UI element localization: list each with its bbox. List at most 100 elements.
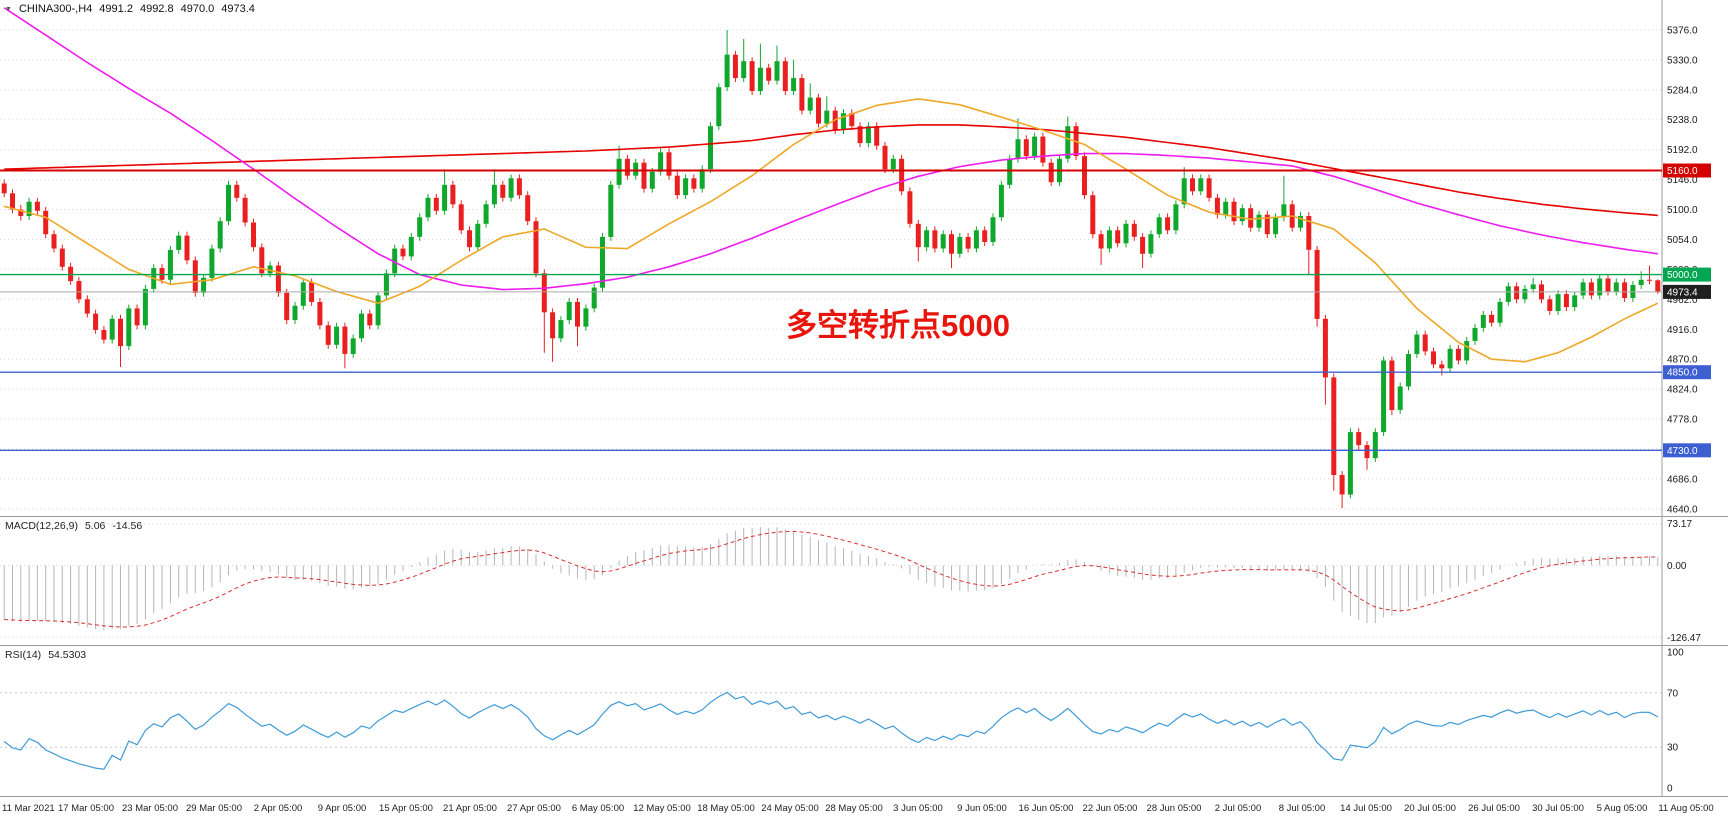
time-axis-label: 28 Jun 05:00 [1146,803,1202,814]
candle-body [93,313,99,330]
candle-body [699,169,705,189]
ohlc-high: 4992.8 [139,3,174,15]
candle-body [973,230,979,249]
candle-body [799,78,805,111]
candle-body [1397,386,1403,410]
price-tick-label: 4686.0 [1667,474,1698,485]
main-chart-canvas[interactable]: 5376.0 5330.0 5284.0 5238.0 5192.0 5146.0 5100… [0,0,1728,516]
candle-body [1181,178,1187,205]
candle-body [126,308,132,347]
rsi-panel[interactable]: RSI(14) 54.5303 100 70 30 0 [0,645,1728,796]
candle-body [1414,334,1420,354]
candle-body [558,320,564,339]
candle-body [1389,360,1395,410]
macd-tick-label: -126.47 [1667,633,1701,644]
candle-body [525,195,531,222]
candle-body [641,162,647,189]
time-axis-label: 16 Jun 05:00 [1018,803,1074,814]
candle-body [1298,216,1303,228]
candle-body [1622,282,1628,298]
rsi-tick-label: 30 [1667,743,1679,754]
candle-body [1148,234,1154,254]
candle-body [1322,318,1328,378]
candle-body [59,248,65,267]
candle-body [624,158,630,176]
macd-label: MACD(12,26,9) 5.06 -14.56 [5,520,142,532]
candle-body [109,318,115,340]
candle-body [658,152,664,172]
candle-body [192,260,198,293]
chart-annotation[interactable]: 多空转折点5000 [786,308,1010,343]
time-axis-label: 28 May 05:00 [825,803,883,814]
candle-body [251,222,256,248]
candle-body [774,61,780,81]
candle-body [1048,162,1054,183]
time-axis[interactable]: 11 Mar 2021 17 Mar 05:00 23 Mar 05:00 29 Ma… [0,796,1728,823]
candle-body [1514,286,1520,300]
candle-body [1306,216,1312,250]
candle-body [1655,280,1661,292]
candle-body [708,126,713,170]
candle-body [907,191,913,224]
candle-body [34,201,40,211]
candle-body [408,236,414,257]
time-axis-label: 5 Aug 05:00 [1596,803,1648,814]
price-tick-label: 5192.0 [1667,145,1698,156]
candle-body [1455,348,1461,361]
candle-body [1190,178,1195,192]
macd-name: MACD(12,26,9) [5,520,78,532]
candle-body [575,301,580,327]
price-tick-label: 5100.0 [1667,205,1698,216]
candle-body [1165,217,1171,231]
candle-body [1464,341,1470,361]
candle-body [857,126,863,144]
candle-body [1647,279,1652,281]
candle-body [566,301,572,321]
candle-body [1231,201,1237,222]
price-tick-label: 4962.0 [1667,295,1698,306]
candle-body [1040,136,1046,163]
time-axis-label: 2 Jul 05:00 [1214,803,1262,814]
price-tick-label: 5238.0 [1667,115,1698,126]
candle-body [242,197,248,223]
candle-body [475,223,481,248]
candle-body [1489,314,1495,323]
candle-body [1480,314,1486,328]
candle-body [882,145,888,170]
time-axis-label: 18 May 05:00 [697,803,755,814]
candlesticks [1,29,1661,509]
price-tick-label: 4640.0 [1667,504,1698,515]
candle-body [458,204,464,231]
candle-body [1140,236,1146,254]
time-axis-label: 8 Jul 05:00 [1278,803,1326,814]
time-axis-label: 11 Aug 05:00 [1658,803,1714,814]
candle-body [500,184,506,198]
macd-canvas[interactable]: 73.17 0.00 -126.47 [0,517,1728,645]
candle-body [1497,301,1503,323]
candle-body [84,299,90,314]
candle-body [184,235,190,261]
candle-body [1613,282,1619,292]
candle-body [101,329,107,340]
macd-tick-label: 73.17 [1667,519,1692,530]
time-axis-label: 20 Jul 05:00 [1404,803,1456,814]
candle-body [932,230,938,249]
candle-body [533,221,539,274]
rsi-canvas[interactable]: 100 70 30 0 [0,646,1728,796]
candle-body [1264,214,1270,235]
candle-body [442,184,448,211]
candle-body [1223,201,1229,215]
candle-body [1522,288,1528,300]
main-chart-panel[interactable]: ▼ CHINA300-,H4 4991.2 4992.8 4970.0 4973… [0,0,1728,516]
ohlc-open: 4991.2 [99,3,133,15]
candle-body [433,197,439,211]
candle-body [965,236,971,249]
candle-body [1447,348,1453,369]
price-badge-label: 5160.0 [1667,166,1698,177]
candle-body [1065,126,1071,159]
candle-body [874,126,880,146]
candle-body [1331,377,1337,475]
rsi-value: 54.5303 [48,649,87,661]
macd-panel[interactable]: MACD(12,26,9) 5.06 -14.56 73.17 0.00 -126.… [0,516,1728,645]
candle-body [18,209,24,216]
